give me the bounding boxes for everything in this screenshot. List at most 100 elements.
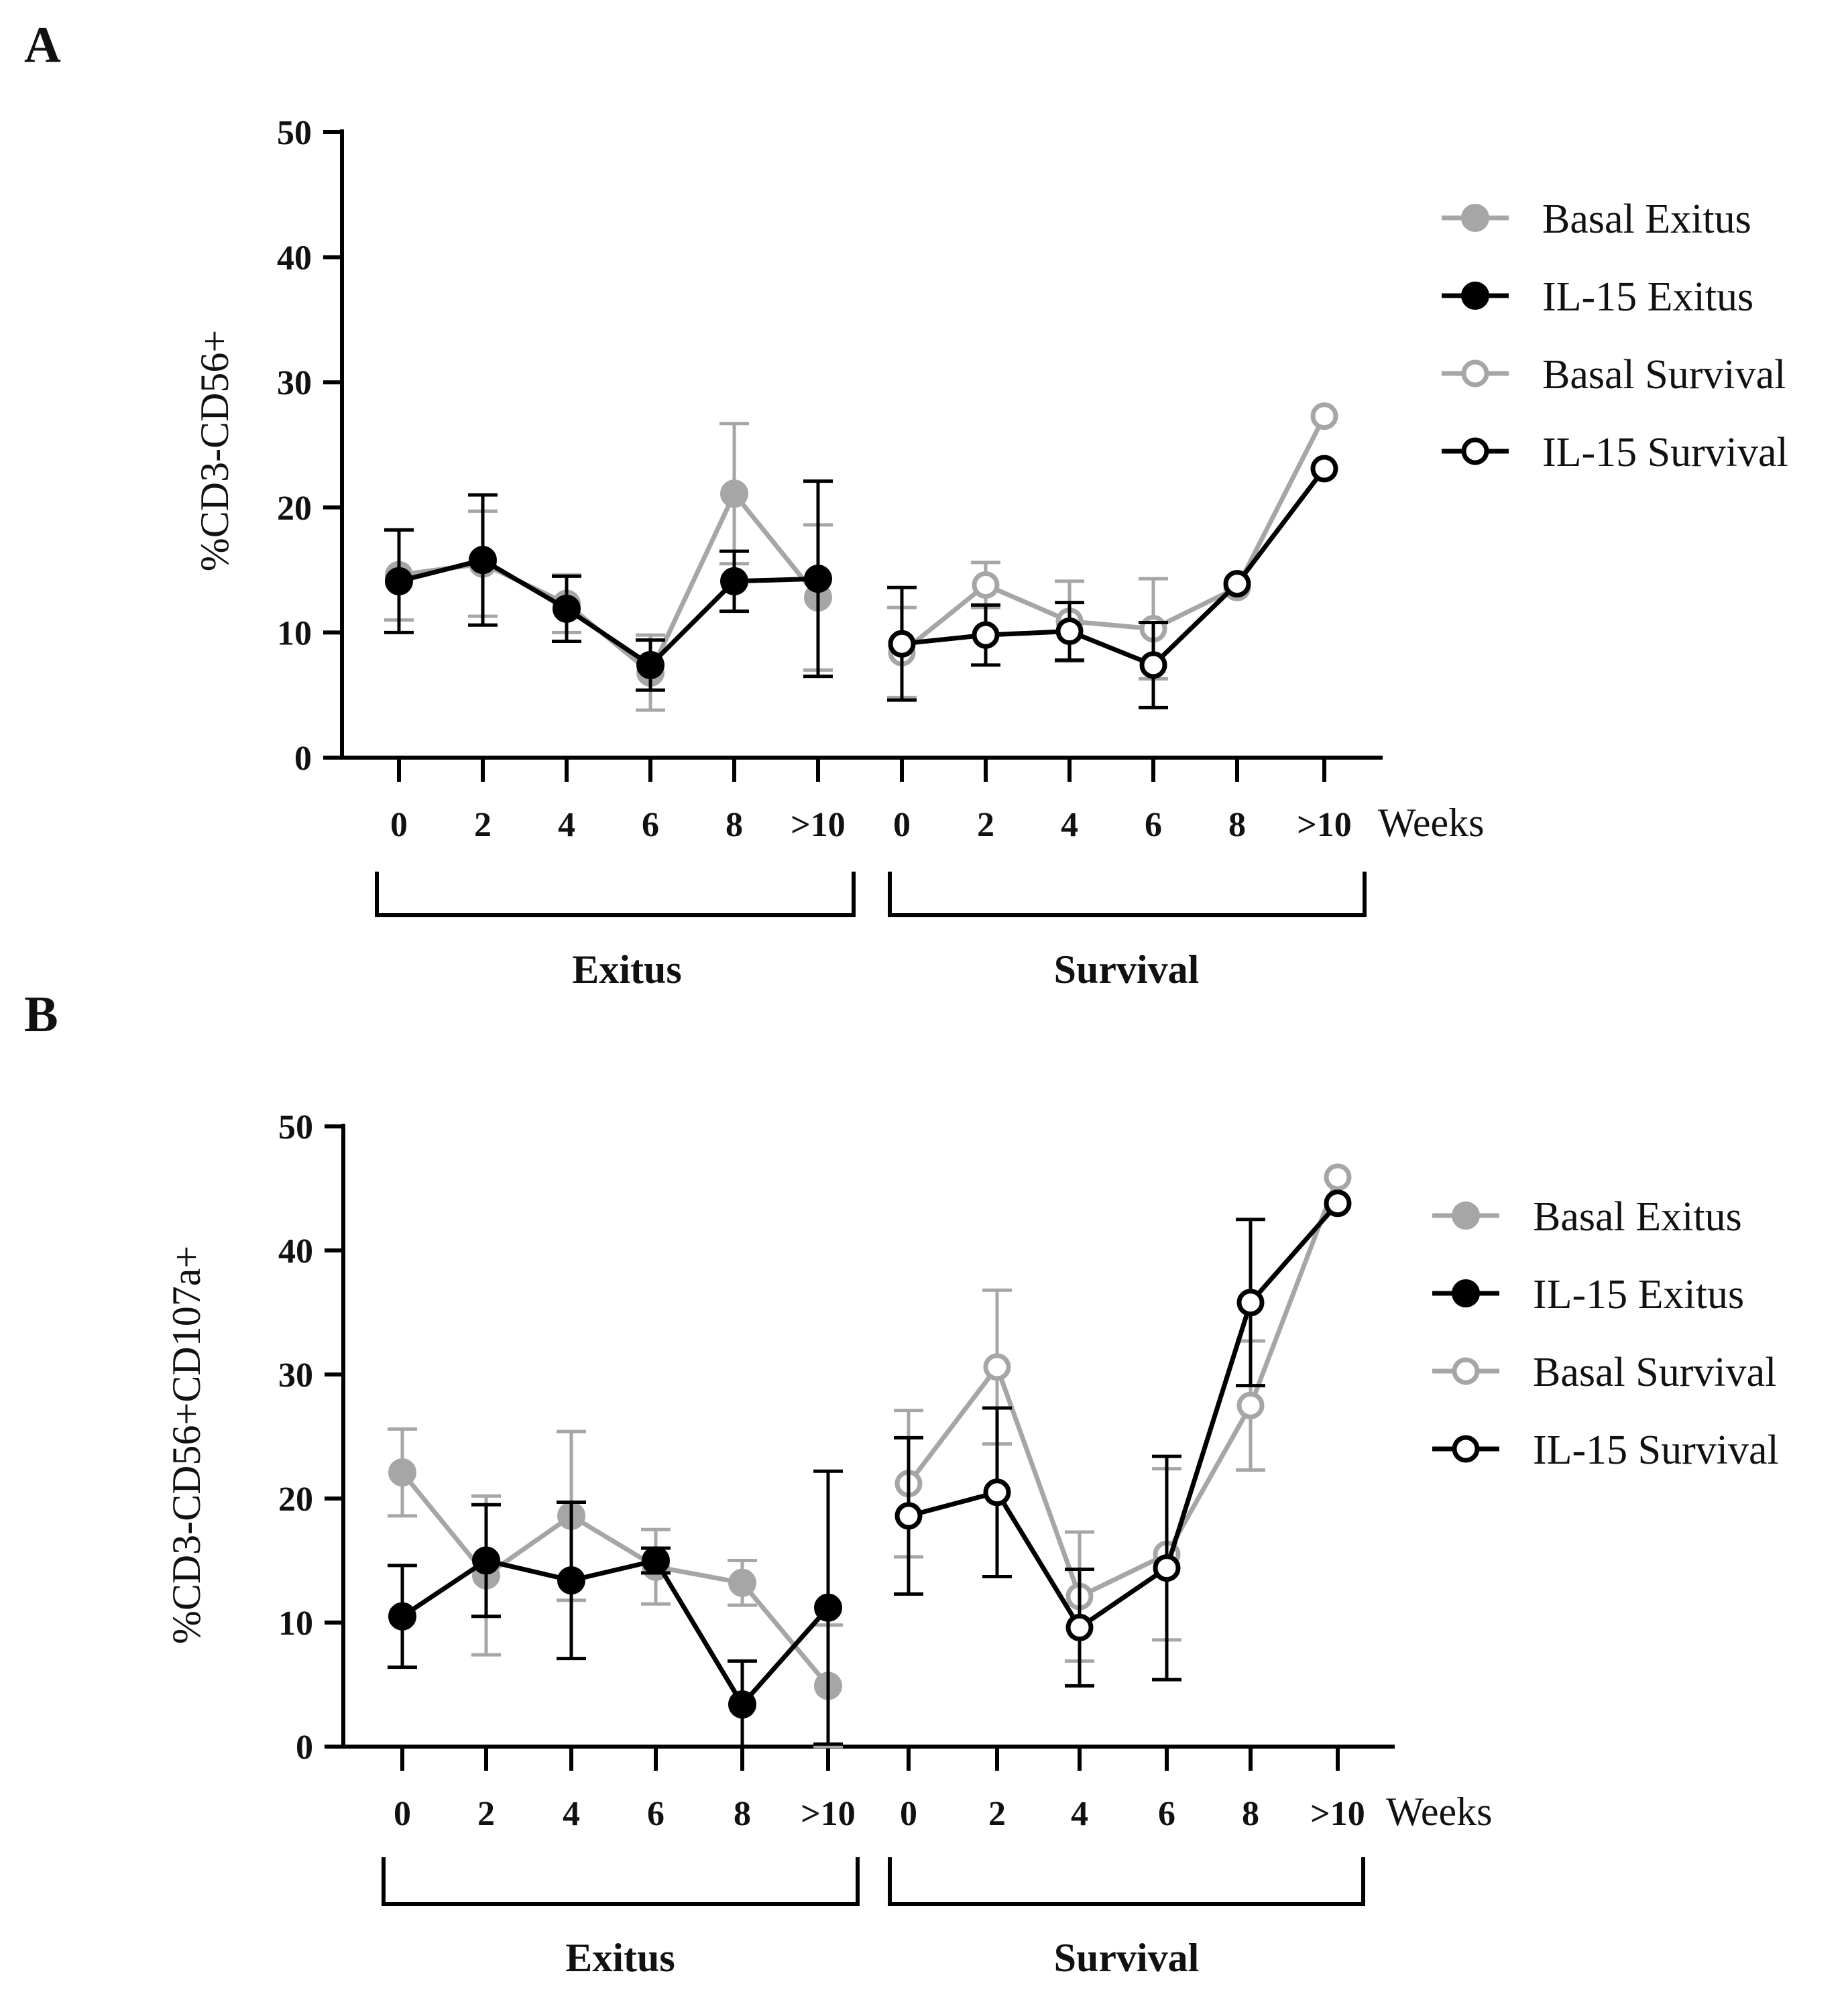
y-tick-label: 0 bbox=[296, 1728, 313, 1767]
group-label-survival: Survival bbox=[1054, 1936, 1200, 1980]
plot-area: 0 10 20 30 40 50 0 2 4 6 8 >10 0 2 4 6 8 >10 bbox=[278, 1108, 1395, 1833]
x-tick-label: >10 bbox=[801, 1795, 856, 1833]
data-point bbox=[553, 594, 581, 623]
data-point bbox=[1236, 1289, 1265, 1317]
data-point bbox=[1324, 1163, 1352, 1191]
data-point bbox=[894, 1502, 923, 1530]
y-axis-label: %CD3-CD56+ bbox=[192, 330, 237, 572]
x-tick-label: 8 bbox=[1242, 1795, 1259, 1833]
data-point bbox=[1324, 1189, 1352, 1218]
y-tick-label: 40 bbox=[278, 1232, 313, 1271]
legend-label: IL-15 Survival bbox=[1533, 1427, 1779, 1473]
plot-area: 0 10 20 30 40 50 0 2 4 6 8 >10 0 2 4 6 8 >10 bbox=[277, 114, 1383, 844]
data-point bbox=[728, 1568, 756, 1597]
x-axis-unit: Weeks bbox=[1386, 1790, 1492, 1834]
group-bracket-survival bbox=[888, 872, 1367, 917]
series-line bbox=[901, 467, 1326, 668]
data-point bbox=[972, 621, 1000, 649]
x-tick-label: >10 bbox=[791, 806, 846, 844]
legend-label: Basal Exitus bbox=[1533, 1194, 1742, 1240]
legend-item-basal-survival: Basal Survival bbox=[1442, 352, 1786, 398]
data-point bbox=[1310, 455, 1338, 483]
data-point bbox=[888, 630, 916, 658]
x-tick-label: 2 bbox=[477, 1795, 495, 1833]
data-point bbox=[804, 565, 832, 593]
series-il-15-survival bbox=[887, 455, 1338, 709]
series-basal-exitus bbox=[388, 1427, 843, 1749]
data-point bbox=[1055, 618, 1084, 646]
x-tick-label: 0 bbox=[394, 1795, 411, 1833]
y-tick-label: 40 bbox=[277, 239, 312, 278]
group-label-survival: Survival bbox=[1054, 947, 1200, 992]
x-tick-label: 6 bbox=[642, 806, 659, 844]
legend-item-il-15-survival: IL-15 Survival bbox=[1442, 430, 1788, 475]
series-line bbox=[907, 1176, 1340, 1599]
series-il-15-exitus bbox=[388, 1469, 843, 1749]
series-line bbox=[401, 1558, 830, 1707]
series-basal-survival bbox=[894, 1163, 1352, 1663]
series-line bbox=[398, 491, 820, 675]
x-tick-label: >10 bbox=[1310, 1795, 1365, 1833]
x-tick-label: 2 bbox=[988, 1795, 1006, 1833]
legend-label: IL-15 Exitus bbox=[1533, 1272, 1744, 1317]
legend-label: Basal Survival bbox=[1542, 352, 1786, 398]
x-tick-label: 0 bbox=[390, 806, 408, 844]
data-point bbox=[469, 546, 497, 575]
y-tick-label: 30 bbox=[277, 364, 312, 402]
series-line bbox=[900, 414, 1327, 654]
data-point bbox=[720, 567, 748, 595]
y-tick-label: 0 bbox=[294, 740, 312, 778]
x-tick-label: 0 bbox=[900, 1795, 917, 1833]
legend-item-il-15-exitus: IL-15 Exitus bbox=[1432, 1272, 1744, 1317]
legend-marker bbox=[1452, 1279, 1480, 1307]
legend: Basal Exitus IL-15 Exitus Basal Survival IL… bbox=[1442, 196, 1788, 475]
data-point bbox=[388, 1602, 416, 1631]
x-tick-label: 4 bbox=[1061, 806, 1078, 844]
data-point bbox=[728, 1690, 756, 1719]
x-tick-label: 8 bbox=[726, 806, 743, 844]
data-point bbox=[1236, 1391, 1265, 1419]
x-axis-unit: Weeks bbox=[1378, 801, 1484, 845]
panel-label-a: A bbox=[24, 17, 61, 73]
data-point bbox=[972, 571, 1000, 599]
x-tick-label: 4 bbox=[1071, 1795, 1088, 1833]
legend-marker bbox=[1452, 1357, 1480, 1385]
group-bracket-exitus bbox=[375, 872, 856, 917]
data-point bbox=[1310, 402, 1338, 430]
series-basal-survival bbox=[887, 402, 1338, 699]
y-tick-label: 50 bbox=[278, 1108, 313, 1147]
data-point bbox=[385, 567, 413, 595]
data-point bbox=[983, 1478, 1011, 1507]
data-point bbox=[557, 1566, 585, 1595]
y-tick-label: 20 bbox=[278, 1480, 313, 1519]
data-point bbox=[1223, 570, 1251, 598]
legend-marker bbox=[1461, 359, 1489, 388]
x-tick-label: 6 bbox=[1158, 1795, 1175, 1833]
data-point bbox=[388, 1458, 416, 1487]
data-point bbox=[814, 1593, 842, 1622]
data-point bbox=[636, 650, 665, 679]
group-bracket-exitus bbox=[382, 1857, 860, 1906]
x-tick-label: 0 bbox=[893, 806, 911, 844]
legend-marker bbox=[1452, 1201, 1480, 1230]
series-line bbox=[400, 1470, 830, 1688]
y-axis-label: %CD3-CD56+CD107a+ bbox=[164, 1246, 209, 1644]
legend-marker bbox=[1461, 437, 1489, 465]
data-point bbox=[1153, 1554, 1181, 1582]
legend: Basal Exitus IL-15 Exitus Basal Survival IL… bbox=[1432, 1194, 1779, 1473]
data-point bbox=[983, 1353, 1011, 1381]
legend-item-il-15-exitus: IL-15 Exitus bbox=[1442, 274, 1753, 320]
legend-item-basal-survival: Basal Survival bbox=[1432, 1350, 1776, 1395]
legend-label: IL-15 Exitus bbox=[1542, 274, 1753, 320]
x-tick-label: 2 bbox=[474, 806, 492, 844]
x-tick-label: 6 bbox=[1145, 806, 1162, 844]
x-tick-label: 4 bbox=[563, 1795, 580, 1833]
legend-marker bbox=[1461, 204, 1489, 232]
y-tick-label: 50 bbox=[277, 114, 312, 152]
x-tick-label: 2 bbox=[977, 806, 994, 844]
legend-label: Basal Exitus bbox=[1542, 196, 1751, 242]
legend-item-basal-exitus: Basal Exitus bbox=[1442, 196, 1751, 242]
y-tick-label: 10 bbox=[278, 1604, 313, 1643]
